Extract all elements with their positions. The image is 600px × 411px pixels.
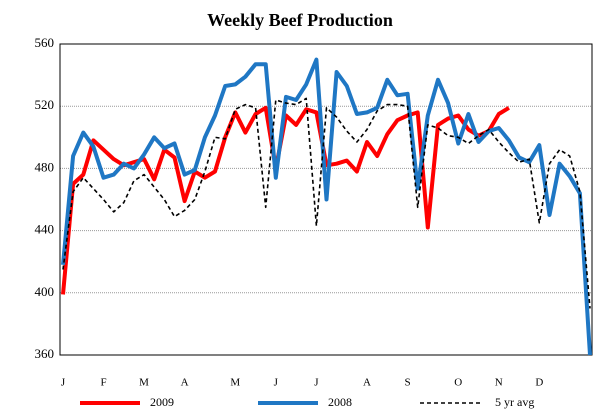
x-tick-label: S xyxy=(405,377,411,389)
series-line xyxy=(62,97,591,309)
series-line xyxy=(61,57,592,356)
y-tick-label: 360 xyxy=(35,346,55,361)
x-tick-label: M xyxy=(139,377,149,389)
chart-title: Weekly Beef Production xyxy=(207,10,393,30)
x-tick-label: J xyxy=(61,377,66,389)
series-line xyxy=(61,105,510,295)
x-tick-label: A xyxy=(181,377,189,389)
y-tick-label: 440 xyxy=(35,222,55,237)
x-tick-label: O xyxy=(454,377,462,389)
legend-label: 2008 xyxy=(328,395,352,409)
x-tick-label: J xyxy=(274,377,279,389)
y-tick-label: 560 xyxy=(35,35,55,50)
x-tick-label: J xyxy=(314,377,319,389)
x-tick-label: A xyxy=(363,377,371,389)
legend-label: 5 yr avg xyxy=(495,395,534,409)
x-tick-label: M xyxy=(230,377,240,389)
y-tick-label: 520 xyxy=(35,97,55,112)
plot-frame xyxy=(59,43,593,356)
x-tick-label: F xyxy=(100,377,106,389)
y-tick-label: 480 xyxy=(35,159,55,174)
y-tick-label: 400 xyxy=(35,284,55,299)
legend-label: 2009 xyxy=(150,395,174,409)
x-tick-label: D xyxy=(535,377,543,389)
x-tick-label: N xyxy=(495,377,503,389)
